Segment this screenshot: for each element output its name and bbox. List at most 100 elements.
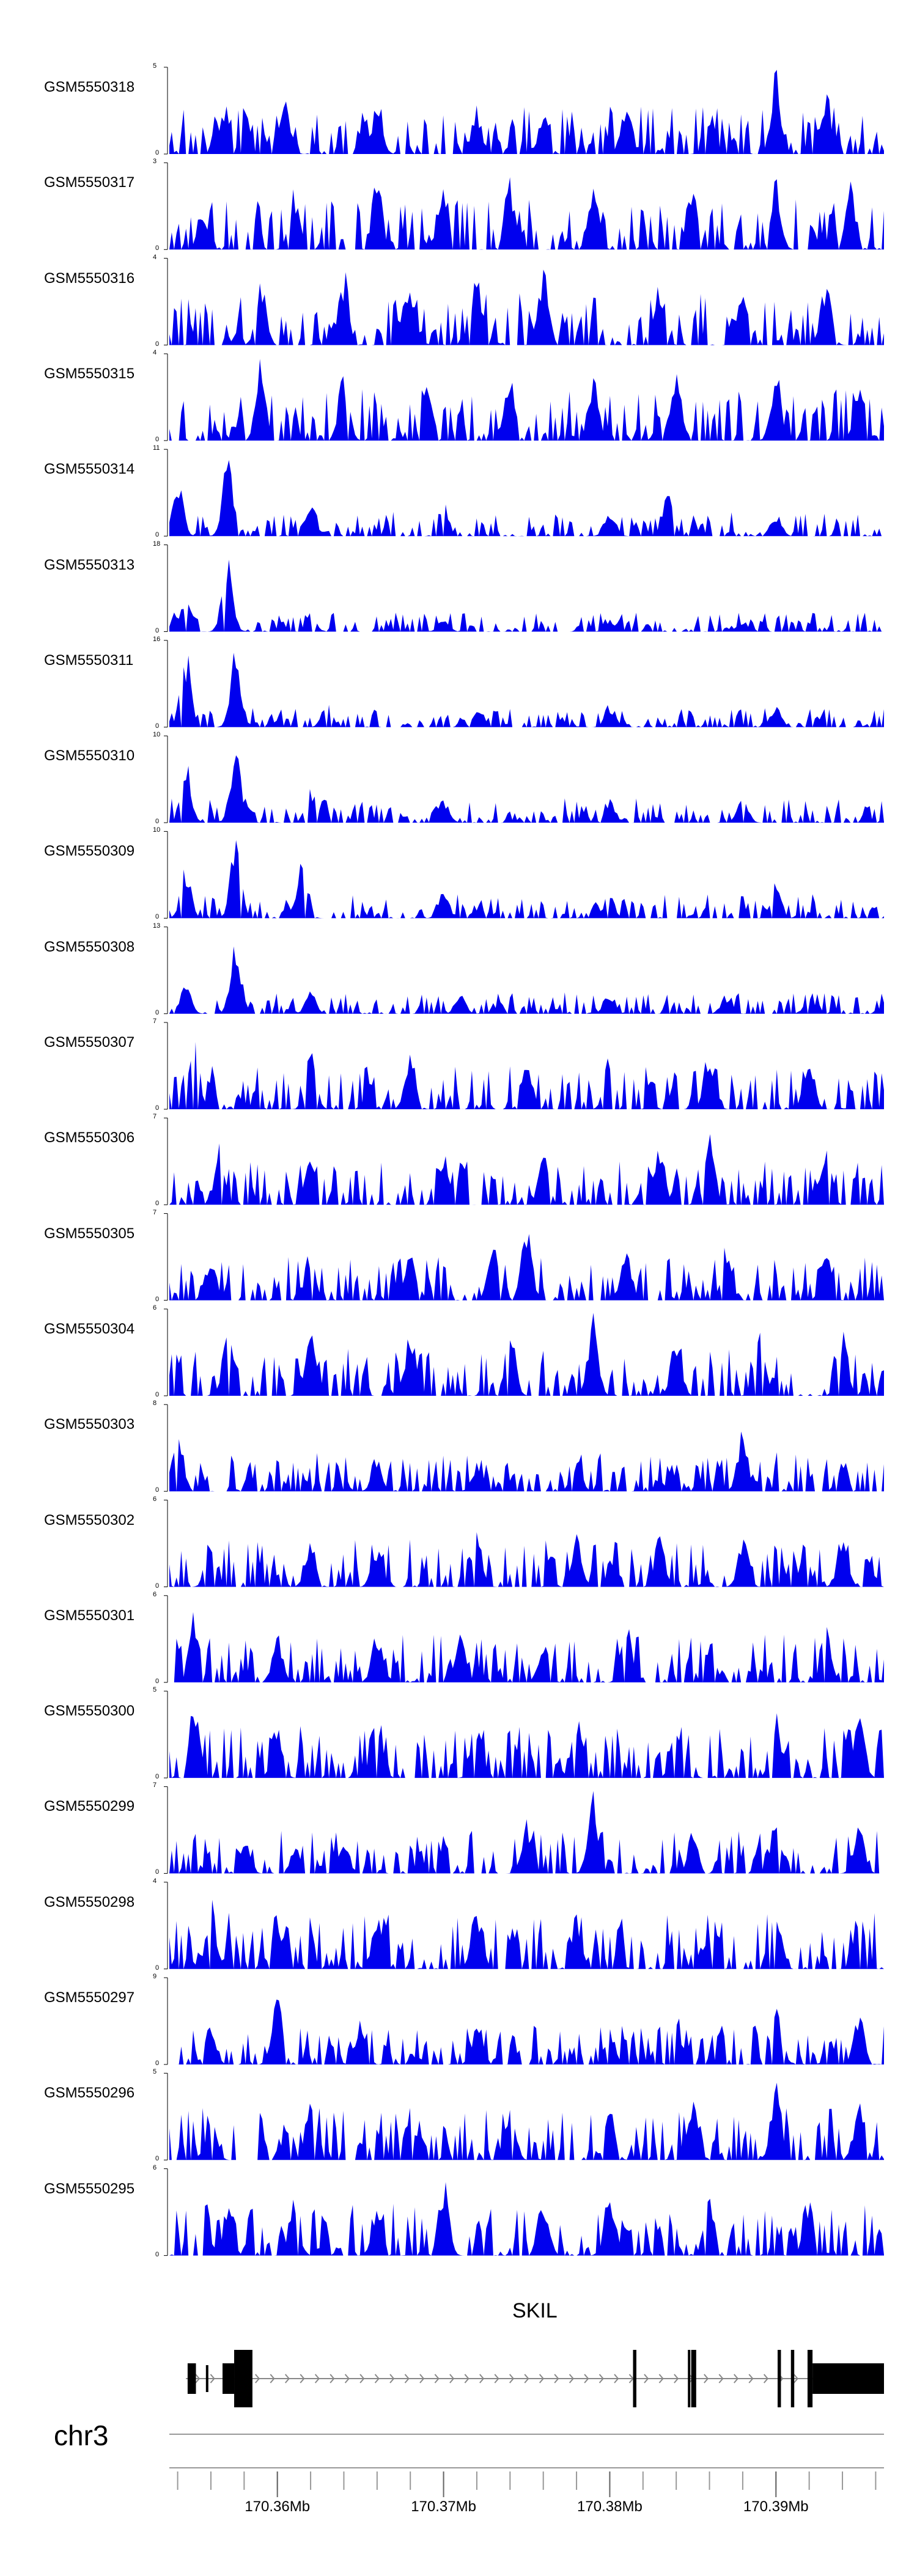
strand-arrow <box>449 2374 455 2383</box>
track-label: GSM5550317 <box>44 174 135 191</box>
track-ymax-label: 5 <box>153 1686 157 1694</box>
track-label: GSM5550299 <box>44 1798 135 1815</box>
track-label: GSM5550296 <box>44 2085 135 2102</box>
strand-arrow <box>314 2374 320 2383</box>
track-ymin-label: 0 <box>155 531 160 539</box>
axis-tick-label: 170.37Mb <box>411 2498 476 2515</box>
track-label: GSM5550303 <box>44 1416 135 1433</box>
track-label: GSM5550308 <box>44 938 135 955</box>
track-ymin-label: 0 <box>155 1582 160 1590</box>
coverage-track <box>164 1117 884 1205</box>
gene-exon <box>187 2363 196 2394</box>
coverage-area <box>169 177 884 250</box>
coverage-track <box>164 449 884 537</box>
track-ymax-label: 5 <box>153 2068 157 2076</box>
axis-tick-label: 170.36Mb <box>245 2498 311 2515</box>
coverage-area <box>169 270 884 345</box>
track-ymax-label: 7 <box>153 1113 157 1121</box>
gene-exon <box>234 2350 252 2407</box>
axis-tick-label: 170.38Mb <box>577 2498 643 2515</box>
genome-axis <box>169 2434 884 2497</box>
strand-arrow <box>255 2374 260 2383</box>
track-ymin-label: 0 <box>155 1773 160 1781</box>
track-ymin-label: 0 <box>155 244 160 252</box>
gene-model <box>186 2350 884 2407</box>
coverage-area <box>169 1999 884 2064</box>
strand-arrow <box>374 2374 380 2383</box>
track-ymax-label: 4 <box>153 253 157 261</box>
gene-exon <box>633 2350 636 2407</box>
strand-arrow <box>389 2374 395 2383</box>
track-ymin-label: 0 <box>155 435 160 443</box>
track-label: GSM5550295 <box>44 2180 135 2197</box>
coverage-track <box>164 1404 884 1492</box>
strand-arrow <box>598 2374 604 2383</box>
strand-arrow <box>344 2374 350 2383</box>
strand-arrow <box>464 2374 470 2383</box>
gene-exon <box>688 2350 691 2407</box>
track-ymax-label: 6 <box>153 2163 157 2171</box>
coverage-area <box>169 559 884 632</box>
track-ymax-label: 16 <box>153 635 161 643</box>
strand-arrow <box>763 2374 769 2383</box>
track-label: GSM5550301 <box>44 1607 135 1624</box>
coverage-track <box>164 735 884 823</box>
strand-arrow <box>524 2374 529 2383</box>
strand-arrow <box>270 2374 275 2383</box>
coverage-track <box>164 2168 884 2256</box>
gene-exon <box>691 2350 696 2407</box>
coverage-track <box>164 545 884 632</box>
track-label: GSM5550309 <box>44 843 135 860</box>
track-ymax-label: 9 <box>153 1973 157 1980</box>
track-ymax-label: 7 <box>153 1208 157 1216</box>
coverage-area <box>169 840 884 919</box>
track-ymin-label: 0 <box>155 722 160 730</box>
strand-arrow <box>210 2374 215 2383</box>
coverage-area <box>169 653 884 727</box>
coverage-track <box>164 1022 884 1110</box>
coverage-track <box>164 1500 884 1587</box>
strand-arrow <box>644 2374 649 2383</box>
coverage-track <box>164 353 884 441</box>
track-ymax-label: 8 <box>153 1400 157 1407</box>
coverage-area <box>169 1134 884 1205</box>
track-ymin-label: 0 <box>155 1104 160 1112</box>
chromosome-label: chr3 <box>54 2420 109 2451</box>
track-label: GSM5550302 <box>44 1511 135 1528</box>
coverage-track <box>164 927 884 1015</box>
coverage-track <box>164 162 884 250</box>
strand-arrow <box>569 2374 574 2383</box>
track-ymax-label: 3 <box>153 158 157 166</box>
strand-arrow <box>434 2374 440 2383</box>
track-label: GSM5550313 <box>44 556 135 573</box>
track-label: GSM5550307 <box>44 1034 135 1051</box>
coverage-track <box>164 67 884 155</box>
gene-label: SKIL <box>512 2299 558 2322</box>
track-label: GSM5550306 <box>44 1129 135 1147</box>
track-ymin-label: 0 <box>155 2060 160 2067</box>
track-label: GSM5550297 <box>44 1989 135 2006</box>
track-ymax-label: 10 <box>153 731 161 739</box>
strand-arrow <box>658 2374 664 2383</box>
coverage-area <box>169 1612 884 1682</box>
track-ymax-label: 6 <box>153 1495 157 1503</box>
strand-arrow <box>479 2374 485 2383</box>
track-ymax-label: 7 <box>153 1782 157 1789</box>
strand-arrow <box>494 2374 499 2383</box>
track-ymin-label: 0 <box>155 1008 160 1016</box>
strand-arrow <box>734 2374 739 2383</box>
coverage-track <box>164 831 884 919</box>
coverage-track <box>164 1882 884 1970</box>
track-label: GSM5550298 <box>44 1893 135 1910</box>
track-ymin-label: 0 <box>155 1200 160 1208</box>
coverage-track <box>164 1213 884 1301</box>
gene-exon <box>807 2350 813 2407</box>
track-ymax-label: 6 <box>153 1590 157 1598</box>
gene-exon <box>205 2365 208 2392</box>
track-ymax-label: 6 <box>153 1304 157 1312</box>
strand-arrow <box>195 2374 201 2383</box>
coverage-area <box>169 1899 884 1969</box>
strand-arrow <box>404 2374 410 2383</box>
strand-arrow <box>359 2374 365 2383</box>
